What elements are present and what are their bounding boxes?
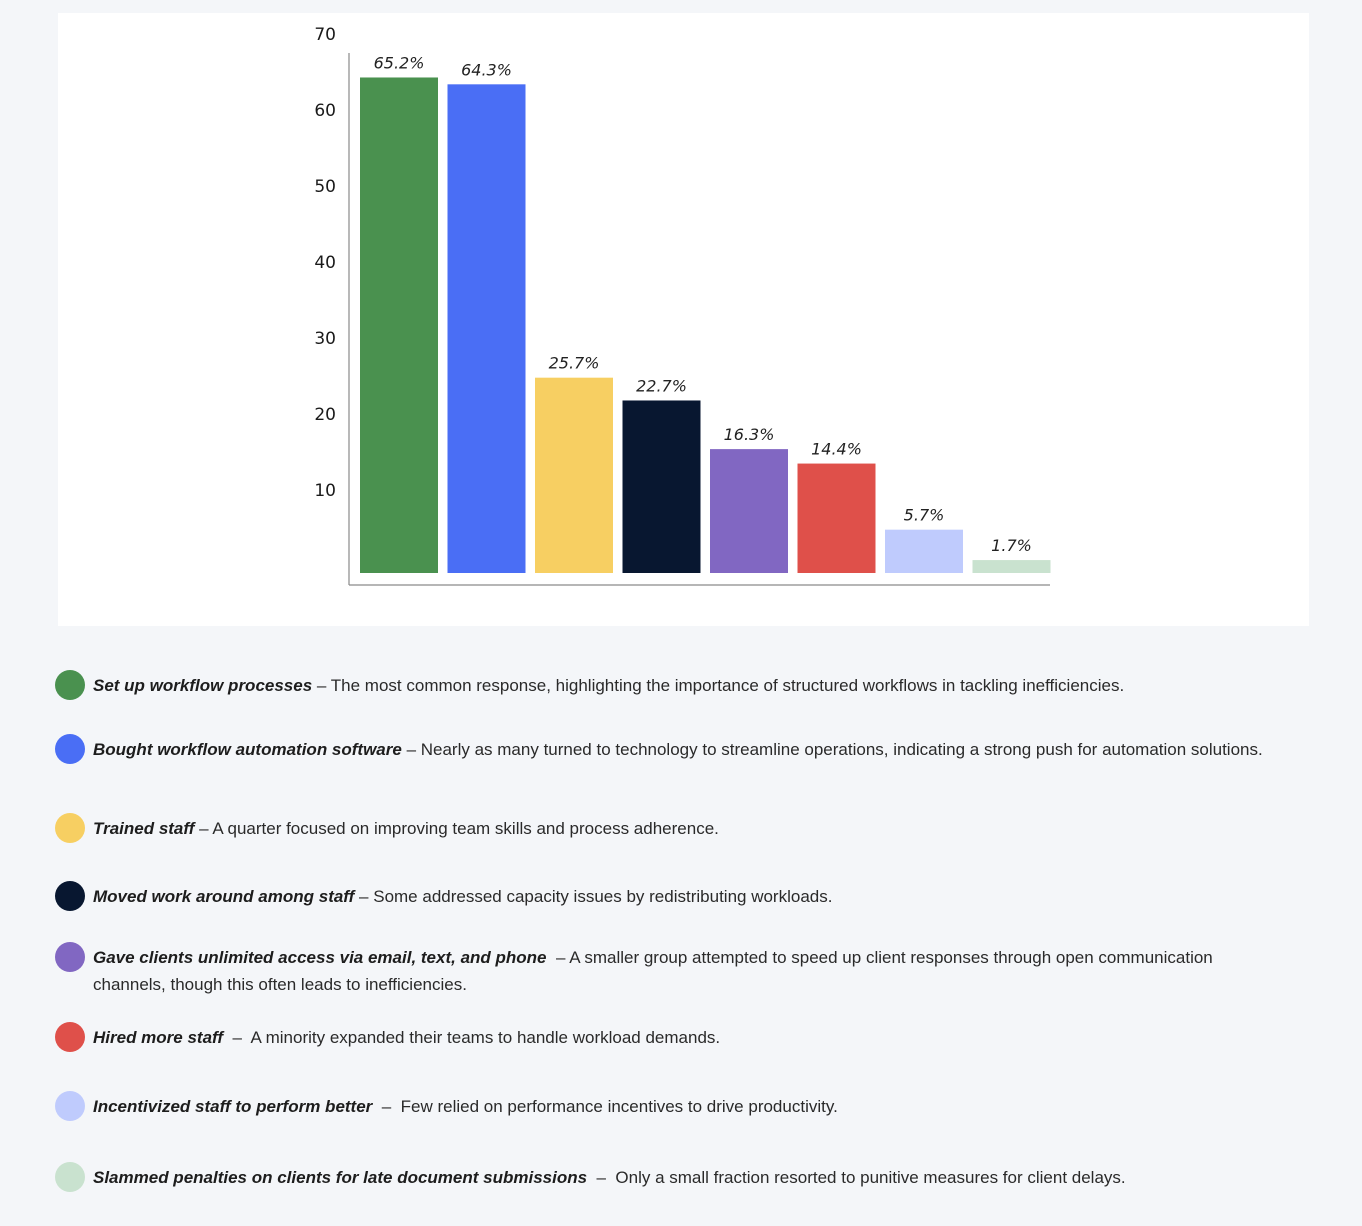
bar [447,84,526,573]
bar [622,400,701,573]
bar-value-label: 5.7% [904,506,945,525]
y-tick-label: 10 [314,481,336,501]
legend-color-dot [55,1091,85,1121]
legend-detail: – A quarter focused on improving team sk… [194,819,719,838]
legend-description: Slammed penalties on clients for late do… [93,1152,1126,1191]
legend-label: Bought workflow automation software [93,740,402,759]
chart-card: 10 20 30 40 50 60 70 65.2% 64.3% 25.7% 22.7% 16.3% 1… [58,13,1309,626]
bar [360,77,438,573]
legend-item: Moved work around among staff – Some add… [55,871,1275,911]
bar [972,560,1051,573]
y-tick-label: 70 [314,25,336,45]
legend-label: Hired more staff [93,1028,224,1047]
bar-value-label: 64.3% [461,60,512,79]
legend-color-dot [55,734,85,764]
legend-detail: – The most common response, highlighting… [312,676,1125,695]
legend-item: Incentivized staff to perform better – F… [55,1081,1275,1121]
legend-description: Hired more staff – A minority expanded t… [93,1012,720,1051]
legend-color-dot [55,942,85,972]
legend-description: Moved work around among staff – Some add… [93,871,832,910]
legend-description: Incentivized staff to perform better – F… [93,1081,838,1120]
legend-label: Moved work around among staff [93,887,355,906]
legend-item: Set up workflow processes – The most com… [55,660,1275,700]
legend-color-dot [55,1022,85,1052]
legend-color-dot [55,813,85,843]
y-tick-label: 50 [314,177,336,197]
legend-color-dot [55,670,85,700]
bar [797,463,876,573]
legend-label: Incentivized staff to perform better [93,1097,373,1116]
y-tick-label: 60 [314,101,336,121]
legend-item: Slammed penalties on clients for late do… [55,1152,1275,1192]
bar-value-label: 14.4% [811,440,862,459]
bar-value-label: 22.7% [636,376,687,395]
bar [885,529,963,573]
bar-value-label: 25.7% [549,354,600,373]
legend-detail: – Nearly as many turned to technology to… [401,740,1263,759]
legend-label: Set up workflow processes [93,676,313,695]
legend-item: Gave clients unlimited access via email,… [55,932,1275,998]
bar [710,449,788,573]
y-tick-label: 40 [314,253,336,273]
bar-value-label: 16.3% [724,425,775,444]
y-tick-label: 30 [314,329,336,349]
legend-description: Gave clients unlimited access via email,… [93,932,1275,998]
bar-value-label: 1.7% [991,536,1032,555]
bar-chart: 10 20 30 40 50 60 70 65.2% 64.3% 25.7% 22.7% 16.3% 1… [314,25,1051,586]
legend-item: Bought workflow automation software – Ne… [55,724,1275,764]
legend-detail: – Only a small fraction resorted to puni… [587,1168,1126,1187]
bar-value-label: 65.2% [374,53,425,72]
legend-label: Slammed penalties on clients for late do… [93,1168,588,1187]
legend-detail: – Few relied on performance incentives t… [372,1097,838,1116]
legend-description: Set up workflow processes – The most com… [93,660,1124,699]
legend-detail: – A minority expanded their teams to han… [223,1028,721,1047]
bar [535,377,613,573]
legend-detail: – Some addressed capacity issues by redi… [354,887,833,906]
legend-item: Hired more staff – A minority expanded t… [55,1012,1275,1052]
legend-description: Bought workflow automation software – Ne… [93,724,1263,763]
legend-detail: – A smaller group attempted to speed up … [93,948,1218,994]
legend-color-dot [55,1162,85,1192]
legend-color-dot [55,881,85,911]
legend-description: Trained staff – A quarter focused on imp… [93,803,719,842]
legend-label: Trained staff [93,819,195,838]
legend-item: Trained staff – A quarter focused on imp… [55,803,1275,843]
legend-label: Gave clients unlimited access via email,… [93,948,547,967]
y-tick-label: 20 [314,405,336,425]
